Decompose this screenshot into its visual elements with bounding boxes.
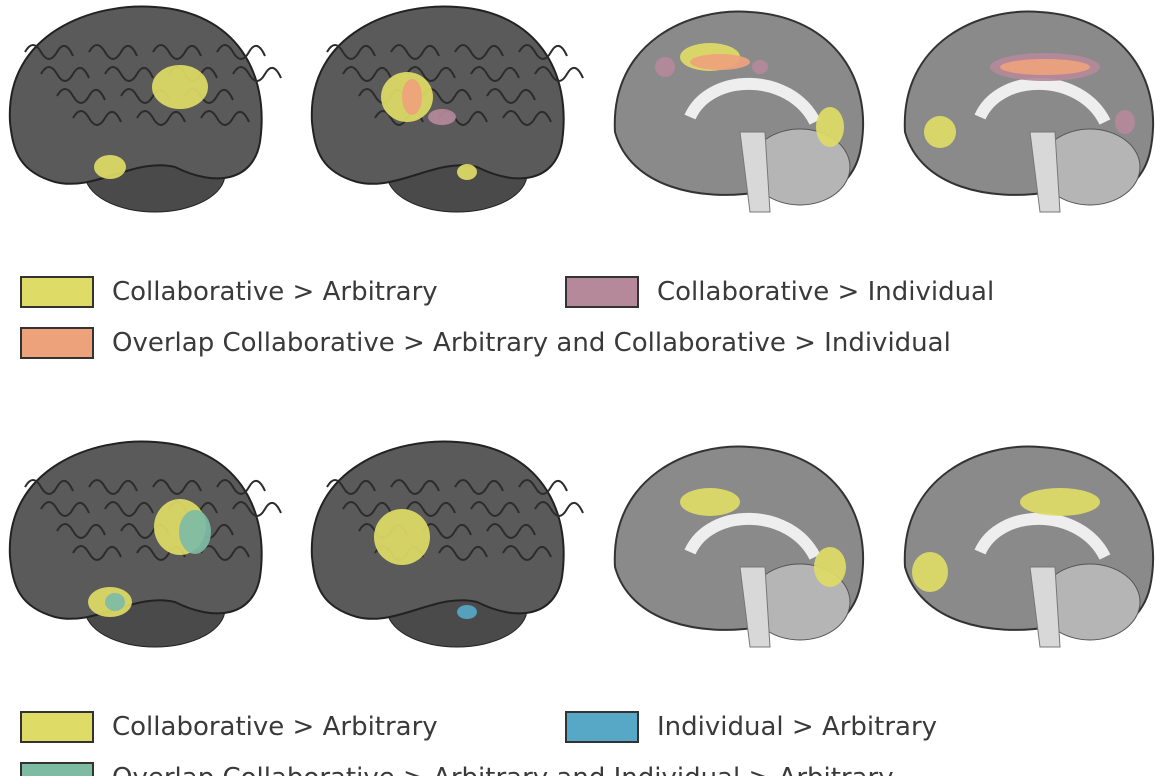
activation-blob: [402, 79, 422, 115]
activation-blob: [179, 510, 211, 554]
activation-blob: [680, 488, 740, 516]
legend-swatch: [20, 327, 94, 359]
activation-blob: [752, 60, 768, 74]
legend-item: Collaborative > Individual: [565, 274, 994, 310]
legend-label: Individual > Arbitrary: [657, 712, 937, 742]
activation-blob: [152, 65, 208, 109]
activation-blob: [912, 552, 948, 592]
activation-blob: [457, 164, 477, 180]
legend-swatch: [20, 276, 94, 308]
brain-images: [0, 0, 1155, 776]
legend-label: Overlap Collaborative > Arbitrary and Co…: [112, 328, 951, 358]
legend-label: Collaborative > Arbitrary: [112, 712, 438, 742]
brainstem: [740, 132, 770, 212]
activation-blob: [1000, 59, 1090, 75]
legend-label: Collaborative > Individual: [657, 277, 994, 307]
legend-item: Collaborative > Arbitrary: [20, 709, 438, 745]
activation-blob: [457, 605, 477, 619]
legend-item: Individual > Arbitrary: [565, 709, 937, 745]
activation-blob: [690, 54, 750, 70]
activation-blob: [814, 547, 846, 587]
activation-blob: [105, 593, 125, 611]
legend-item: Overlap Collaborative > Arbitrary and In…: [20, 760, 894, 776]
activation-blob: [1115, 110, 1135, 134]
legend-label: Overlap Collaborative > Arbitrary and In…: [112, 763, 894, 776]
legend-swatch: [565, 276, 639, 308]
brainstem: [740, 567, 770, 647]
legend-swatch: [20, 711, 94, 743]
activation-blob: [655, 57, 675, 77]
legend-item: Collaborative > Arbitrary: [20, 274, 438, 310]
activation-blob: [924, 116, 956, 148]
activation-blob: [428, 109, 456, 125]
legend-swatch: [565, 711, 639, 743]
activation-blob: [94, 155, 126, 179]
brainstem: [1030, 132, 1060, 212]
figure: Collaborative > Arbitrary Collaborative >…: [0, 0, 1155, 776]
activation-blob: [1020, 488, 1100, 516]
legend-item: Overlap Collaborative > Arbitrary and Co…: [20, 325, 951, 361]
brainstem: [1030, 567, 1060, 647]
legend-label: Collaborative > Arbitrary: [112, 277, 438, 307]
activation-blob: [816, 107, 844, 147]
activation-blob: [374, 509, 430, 565]
legend-swatch: [20, 762, 94, 776]
